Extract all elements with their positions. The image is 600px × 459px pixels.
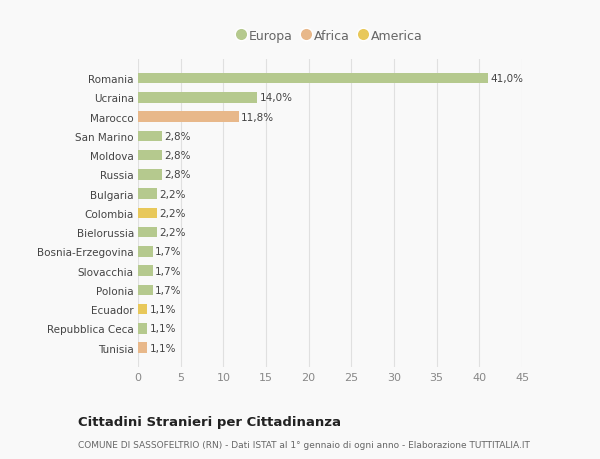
Text: Cittadini Stranieri per Cittadinanza: Cittadini Stranieri per Cittadinanza [78, 415, 341, 428]
Text: 2,8%: 2,8% [164, 170, 191, 180]
Text: 2,2%: 2,2% [160, 208, 186, 218]
Bar [138, 131, 162, 142]
Bar [138, 246, 152, 257]
Text: 1,1%: 1,1% [150, 304, 176, 314]
Bar [138, 73, 488, 84]
Bar [138, 324, 148, 334]
Bar [138, 112, 239, 123]
Text: 2,8%: 2,8% [164, 151, 191, 161]
Bar [138, 227, 157, 238]
Bar [138, 304, 148, 315]
Text: 14,0%: 14,0% [260, 93, 293, 103]
Bar [138, 93, 257, 103]
Legend: Europa, Africa, America: Europa, Africa, America [233, 26, 427, 46]
Text: 1,7%: 1,7% [155, 266, 182, 276]
Text: 11,8%: 11,8% [241, 112, 274, 123]
Text: 1,7%: 1,7% [155, 285, 182, 295]
Bar [138, 151, 162, 161]
Text: 41,0%: 41,0% [490, 74, 523, 84]
Text: 2,2%: 2,2% [160, 189, 186, 199]
Bar [138, 266, 152, 276]
Bar [138, 208, 157, 219]
Text: 2,2%: 2,2% [160, 228, 186, 238]
Text: 1,1%: 1,1% [150, 324, 176, 334]
Text: COMUNE DI SASSOFELTRIO (RN) - Dati ISTAT al 1° gennaio di ogni anno - Elaborazio: COMUNE DI SASSOFELTRIO (RN) - Dati ISTAT… [78, 440, 530, 449]
Text: 2,8%: 2,8% [164, 132, 191, 141]
Bar [138, 170, 162, 180]
Bar [138, 343, 148, 353]
Bar [138, 189, 157, 200]
Text: 1,7%: 1,7% [155, 247, 182, 257]
Text: 1,1%: 1,1% [150, 343, 176, 353]
Bar [138, 285, 152, 296]
